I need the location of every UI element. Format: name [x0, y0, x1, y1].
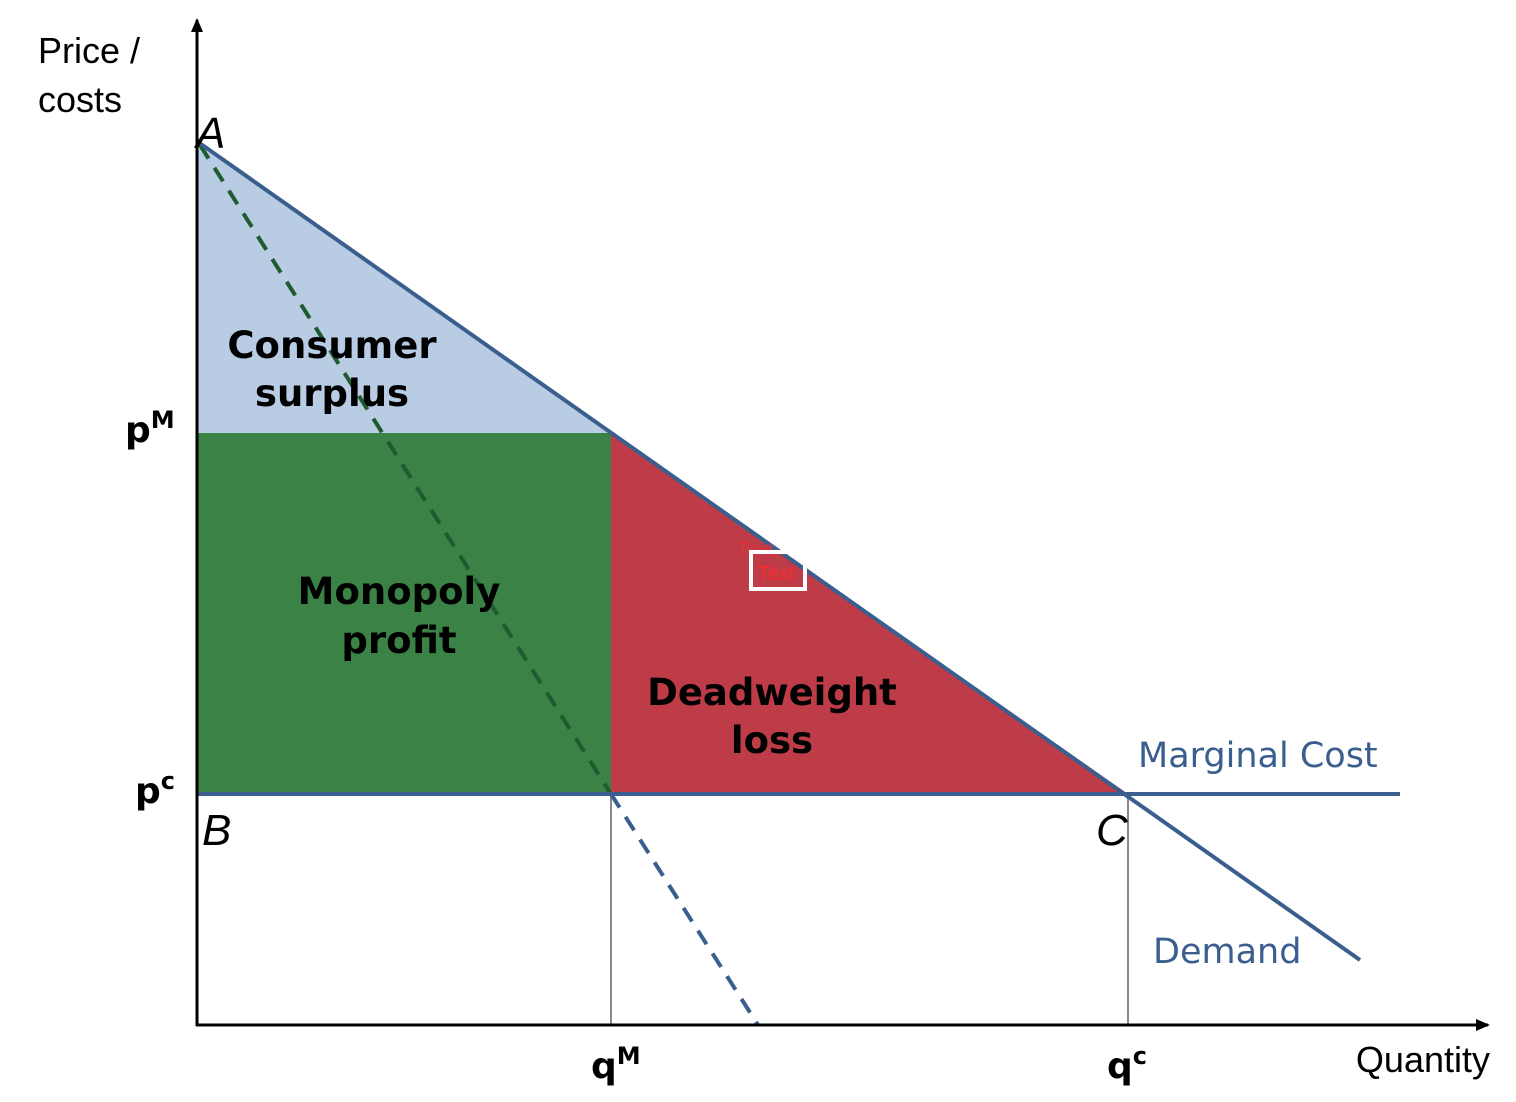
y-axis-title-line1: Price / — [38, 30, 140, 71]
deadweight-loss-label-line2: loss — [731, 719, 813, 762]
marginal-revenue-dashed-blue — [609, 792, 760, 1027]
consumer-surplus-label-line2: surplus — [255, 372, 409, 415]
x-axis-title: Quantity — [1356, 1039, 1490, 1080]
point-a-label: A — [193, 109, 225, 158]
y-axis-title-line2: costs — [38, 79, 122, 120]
monopoly-profit-area — [198, 433, 611, 794]
demand-label: Demand — [1153, 932, 1301, 972]
monopoly-profit-label-line1: Monopoly — [298, 570, 501, 613]
stray-text-2: Text — [758, 563, 795, 585]
marginal-revenue-dashed-green — [198, 143, 613, 796]
pm-tick-label: pM — [125, 406, 175, 451]
marginal-cost-label: Marginal Cost — [1138, 736, 1378, 776]
stray-text-box[interactable] — [749, 550, 807, 591]
qm-tick-label: qM — [591, 1042, 641, 1087]
consumer-surplus-label-line1: Consumer — [227, 324, 437, 367]
monopoly-profit-label-line2: profit — [341, 619, 456, 662]
pc-tick-label: pc — [135, 767, 175, 812]
qc-tick-label: qc — [1107, 1042, 1147, 1087]
point-c-label: C — [1096, 806, 1129, 855]
deadweight-loss-label-line1: Deadweight — [647, 671, 897, 714]
point-b-label: B — [202, 806, 231, 855]
